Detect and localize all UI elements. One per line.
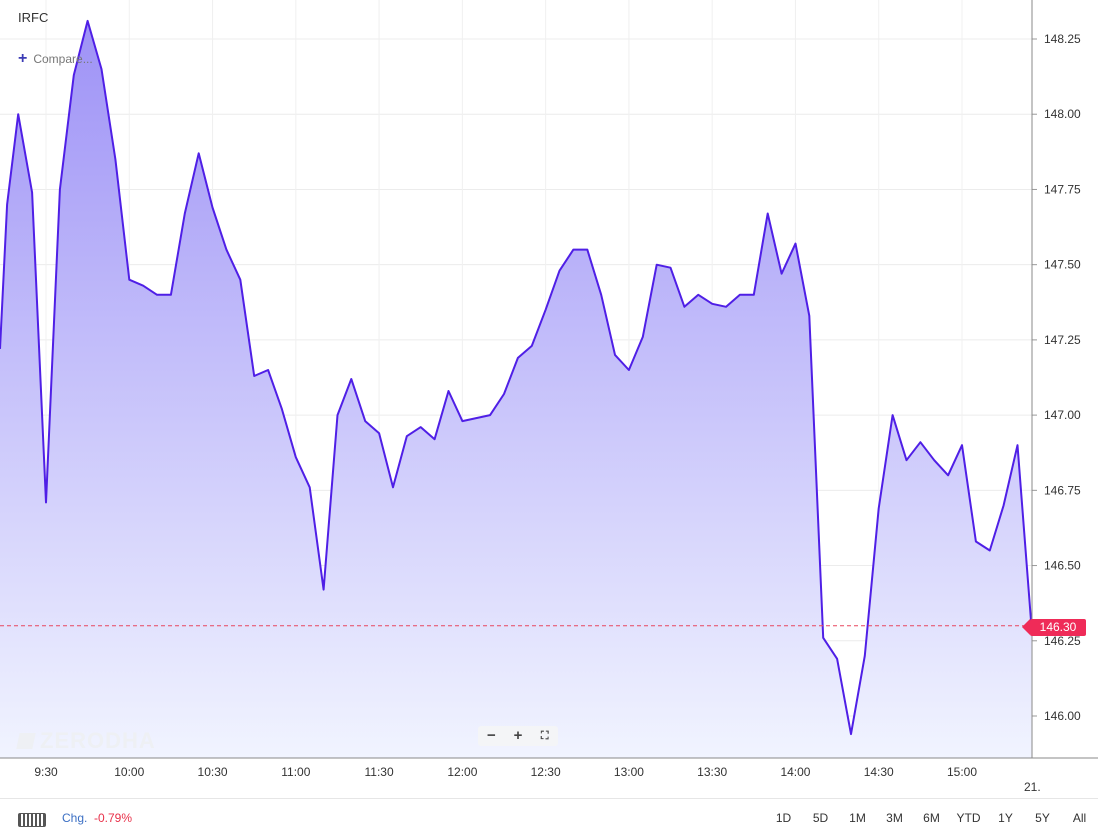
- y-tick-label: 147.00: [1044, 408, 1081, 422]
- y-tick-label: 148.25: [1044, 32, 1081, 46]
- compare-label: Compare...: [33, 52, 93, 66]
- y-tick-label: 146.00: [1044, 709, 1081, 723]
- y-tick-label: 146.50: [1044, 559, 1081, 573]
- x-tick-label: 14:30: [864, 765, 894, 779]
- y-tick-label: 147.75: [1044, 182, 1081, 196]
- symbol-label: IRFC: [18, 10, 49, 25]
- x-tick-label: 15:00: [947, 765, 977, 779]
- x-tick-label: 13:30: [697, 765, 727, 779]
- zoom-out-button[interactable]: −: [486, 727, 496, 744]
- x-tick-label: 11:30: [365, 765, 394, 779]
- range-1y[interactable]: 1Y: [998, 811, 1013, 825]
- zerodha-logo-icon: [16, 733, 36, 749]
- range-5y[interactable]: 5Y: [1035, 811, 1050, 825]
- change-label: Chg.: [62, 811, 88, 825]
- y-tick-label: 147.50: [1044, 258, 1081, 272]
- zerodha-watermark: ZERODHA: [16, 728, 156, 754]
- x-tick-label: 14:00: [780, 765, 810, 779]
- fit-screen-button[interactable]: ⛶: [540, 730, 549, 742]
- plus-icon: +: [18, 50, 28, 67]
- x-tick-label: 12:00: [447, 765, 477, 779]
- footer-bar: Chg. -0.79% 1D 5D 1M 3M 6M YTD 1Y 5Y All: [0, 798, 1098, 838]
- range-6m[interactable]: 6M: [923, 811, 940, 825]
- range-ytd[interactable]: YTD: [956, 811, 981, 825]
- y-tick-label: 148.00: [1044, 107, 1081, 121]
- y-tick-label: 147.25: [1044, 333, 1081, 347]
- price-line: [0, 19, 1033, 736]
- x-tick-label: 10:30: [198, 765, 228, 779]
- change-value: -0.79%: [94, 811, 133, 825]
- compare-button[interactable]: + Compare...: [18, 50, 93, 67]
- y-tick-label: 146.75: [1044, 483, 1081, 497]
- zoom-in-button[interactable]: +: [513, 727, 523, 744]
- range-selector: 1D 5D 1M 3M 6M YTD 1Y 5Y All: [765, 811, 1098, 825]
- range-3m[interactable]: 3M: [886, 811, 903, 825]
- range-all[interactable]: All: [1072, 811, 1087, 825]
- x-tick-label: 10:00: [114, 765, 144, 779]
- price-chart[interactable]: 146.00 146.25 146.50 146.75 147.00 147.25 147.…: [0, 0, 1098, 798]
- x-tick-label: 9:30: [34, 765, 58, 779]
- range-5d[interactable]: 5D: [812, 811, 829, 825]
- x-tick-label: 13:00: [614, 765, 644, 779]
- range-1m[interactable]: 1M: [849, 811, 866, 825]
- zoom-controls: − + ⛶: [478, 726, 558, 746]
- x-tick-label: 12:30: [531, 765, 561, 779]
- watermark-text: ZERODHA: [40, 728, 156, 753]
- x-tick-label: 11:00: [281, 765, 310, 779]
- last-price-tag: 146.30: [1022, 619, 1086, 636]
- range-1d[interactable]: 1D: [775, 811, 792, 825]
- price-area: [0, 20, 1032, 758]
- y-tick-label: 146.25: [1044, 634, 1081, 648]
- keyboard-icon[interactable]: [18, 813, 46, 827]
- x-axis-edge-label: 21.: [1024, 780, 1041, 794]
